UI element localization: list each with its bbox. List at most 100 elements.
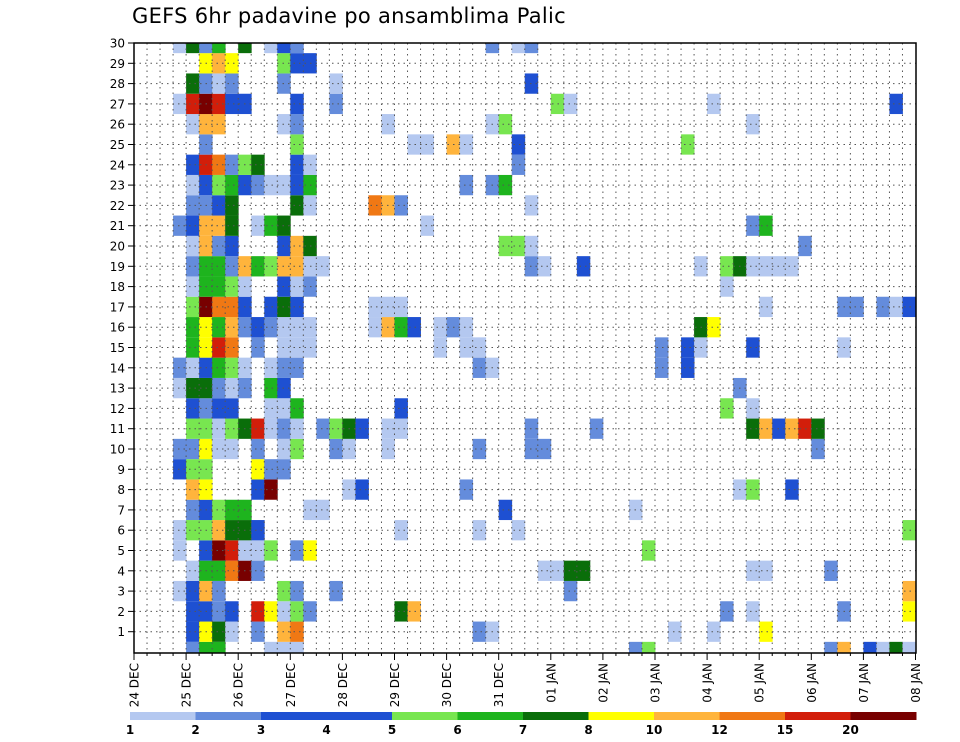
heatmap-cell — [329, 438, 343, 460]
x-tick-label: 29 DEC — [388, 663, 402, 707]
heatmap-cell — [225, 215, 239, 236]
heatmap-cell — [251, 601, 265, 622]
heatmap-cell — [472, 357, 487, 378]
heatmap-cell — [251, 621, 265, 642]
heatmap-cell — [251, 337, 265, 358]
y-tick-label: 4 — [117, 564, 125, 578]
x-axis: 24 DEC 25 DEC 26 DEC 27 DEC 28 DEC 29 DEC 30 D… — [128, 653, 923, 707]
heatmap-cell — [524, 43, 539, 54]
heatmap-cell — [290, 398, 304, 419]
heatmap-cell — [368, 195, 382, 216]
colorbar-label: 7 — [519, 723, 527, 737]
heatmap-cell — [186, 296, 200, 318]
heatmap-cell — [225, 174, 239, 196]
heatmap-cell — [212, 235, 226, 257]
heatmap-cell — [186, 114, 200, 135]
heatmap-cell — [433, 337, 447, 358]
heatmap-cell — [472, 337, 487, 358]
heatmap-cell — [876, 641, 890, 653]
heatmap-cell — [746, 479, 760, 500]
colorbar-segment — [457, 712, 524, 720]
x-tick-label: 27 DEC — [284, 663, 298, 707]
heatmap-cell — [225, 377, 239, 399]
heatmap-cell — [225, 621, 239, 642]
y-tick-label: 19 — [110, 260, 125, 274]
heatmap-cell — [563, 93, 578, 115]
heatmap-cell — [212, 73, 226, 94]
colorbar-label: 8 — [584, 723, 592, 737]
heatmap-cell — [225, 540, 239, 561]
heatmap-cell — [225, 256, 239, 277]
heatmap-cell — [225, 93, 239, 115]
heatmap-cell — [290, 337, 304, 358]
heatmap-cell — [264, 357, 278, 378]
heatmap-cell — [641, 540, 656, 561]
colorbar-segment — [130, 712, 196, 720]
colorbar-segment — [392, 712, 458, 720]
heatmap-cell — [798, 418, 812, 439]
heatmap-cell — [902, 601, 916, 622]
heatmap-cell — [511, 520, 526, 541]
heatmap-cell — [720, 398, 734, 419]
heatmap-cell — [368, 317, 382, 338]
heatmap-cell — [264, 317, 278, 338]
heatmap-cell — [173, 377, 187, 399]
x-tick-label: 01 JAN — [544, 663, 558, 703]
heatmap-cell — [394, 195, 408, 216]
heatmap-cell — [264, 174, 278, 196]
heatmap-cell — [225, 438, 239, 460]
heatmap-cell — [290, 296, 304, 318]
heatmap-cell — [498, 499, 513, 521]
heatmap-cell — [720, 601, 734, 622]
x-tick-label: 06 JAN — [805, 663, 819, 703]
heatmap-cell — [212, 276, 226, 297]
heatmap-cell — [394, 418, 408, 439]
heatmap-cell — [902, 520, 916, 541]
heatmap-cell — [264, 641, 278, 653]
heatmap-cell — [186, 621, 200, 642]
heatmap-cell — [290, 235, 304, 257]
heatmap-cell — [394, 520, 408, 541]
x-tick-label: 07 JAN — [857, 663, 871, 703]
heatmap-cell — [316, 499, 330, 521]
heatmap-cell — [668, 621, 682, 642]
heatmap-cell — [420, 134, 434, 155]
heatmap-cell — [186, 499, 200, 521]
heatmap-cell — [290, 256, 304, 277]
heatmap-cell — [225, 235, 239, 257]
heatmap-cell — [264, 296, 278, 318]
heatmap-cell — [212, 296, 226, 318]
heatmap-cell — [720, 276, 734, 297]
heatmap-cell — [837, 641, 851, 653]
heatmap-cell — [264, 479, 278, 500]
heatmap-cell — [173, 93, 187, 115]
heatmap-cell — [199, 641, 213, 653]
heatmap-cell — [355, 418, 369, 439]
x-tick-label: 03 JAN — [649, 663, 663, 703]
colorbar-segment — [326, 712, 393, 720]
heatmap-cell — [759, 621, 773, 642]
y-tick-label: 27 — [110, 97, 125, 111]
colorbar-label: 2 — [191, 723, 199, 737]
heatmap-cell — [212, 499, 226, 521]
heatmap-cell — [173, 540, 187, 561]
heatmap-cell — [186, 235, 200, 257]
heatmap-cell — [212, 256, 226, 277]
heatmap-cell — [212, 621, 226, 642]
heatmap-cell — [251, 540, 265, 561]
heatmap-cell — [290, 601, 304, 622]
heatmap-cell — [746, 601, 760, 622]
heatmap-cell — [212, 154, 226, 175]
heatmap-cell — [681, 134, 695, 155]
heatmap-cell — [290, 621, 304, 642]
heatmap-cell — [707, 317, 721, 338]
heatmap-cell — [498, 114, 513, 135]
heatmap-cell — [290, 154, 304, 175]
y-tick-label: 12 — [110, 402, 125, 416]
y-tick-label: 21 — [110, 219, 125, 233]
y-tick-label: 3 — [117, 585, 125, 599]
heatmap-cell — [186, 377, 200, 399]
heatmap-cell — [186, 195, 200, 216]
heatmap-cell — [212, 114, 226, 135]
